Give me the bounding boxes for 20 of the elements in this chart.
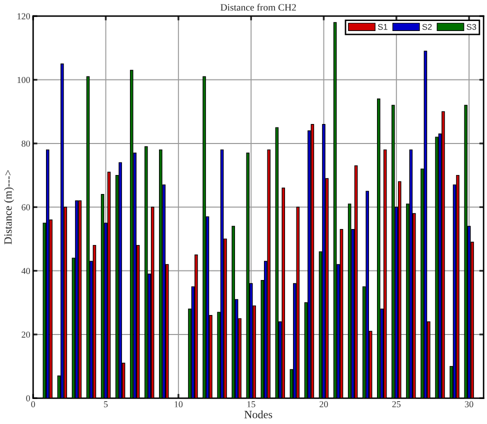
legend-label: S2 xyxy=(422,24,432,30)
x-tick-label: 25 xyxy=(392,401,401,408)
x-tick-label: 30 xyxy=(464,401,474,408)
x-tick-label: 15 xyxy=(247,401,256,408)
y-tick-label: 20 xyxy=(22,332,30,338)
x-tick-label: 5 xyxy=(104,401,108,408)
x-axis-title: Nodes xyxy=(244,410,272,418)
y-tick-label: 100 xyxy=(18,76,30,84)
y-tick-label: 0 xyxy=(26,395,30,402)
x-tick-label: 0 xyxy=(31,401,36,408)
legend-label: S3 xyxy=(466,24,476,30)
chart-title: Distance from CH2 xyxy=(220,4,296,11)
legend-label: S1 xyxy=(378,24,388,30)
y-tick-label: 120 xyxy=(18,13,30,20)
y-tick-label: 60 xyxy=(22,204,30,210)
x-tick-label: 10 xyxy=(174,401,183,408)
x-tick-label: 20 xyxy=(320,401,328,408)
y-tick-label: 40 xyxy=(21,268,30,274)
y-axis-title: Distance (m)---> xyxy=(4,170,14,244)
y-tick-label: 80 xyxy=(22,140,30,147)
